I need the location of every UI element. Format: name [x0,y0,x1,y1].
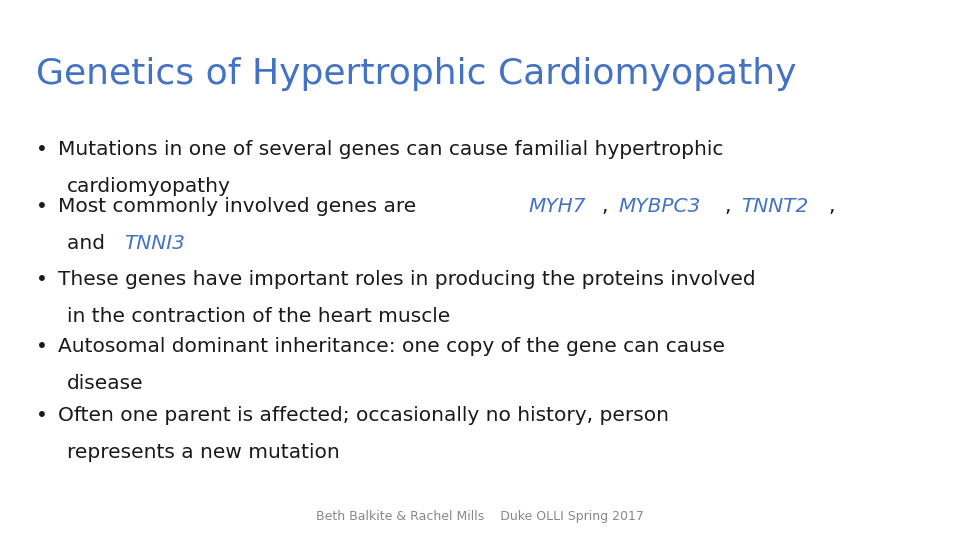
Text: TNNI3: TNNI3 [125,234,185,253]
Text: ,: , [828,197,835,216]
Text: and: and [67,234,111,253]
Text: Mutations in one of several genes can cause familial hypertrophic: Mutations in one of several genes can ca… [58,140,723,159]
Text: •: • [36,406,48,425]
Text: •: • [36,140,48,159]
Text: •: • [36,338,48,356]
Text: MYH7: MYH7 [528,197,586,216]
Text: Autosomal dominant inheritance: one copy of the gene can cause: Autosomal dominant inheritance: one copy… [58,338,725,356]
Text: in the contraction of the heart muscle: in the contraction of the heart muscle [67,307,450,326]
Text: These genes have important roles in producing the proteins involved: These genes have important roles in prod… [58,270,756,289]
Text: ,: , [602,197,615,216]
Text: disease: disease [67,374,144,393]
Text: cardiomyopathy: cardiomyopathy [67,177,231,196]
Text: •: • [36,197,48,216]
Text: TNNT2: TNNT2 [742,197,809,216]
Text: MYBPC3: MYBPC3 [619,197,701,216]
Text: Beth Balkite & Rachel Mills    Duke OLLI Spring 2017: Beth Balkite & Rachel Mills Duke OLLI Sp… [316,510,644,523]
Text: •: • [36,270,48,289]
Text: Most commonly involved genes are: Most commonly involved genes are [58,197,422,216]
Text: Often one parent is affected; occasionally no history, person: Often one parent is affected; occasional… [58,406,668,425]
Text: ,: , [725,197,738,216]
Text: Genetics of Hypertrophic Cardiomyopathy: Genetics of Hypertrophic Cardiomyopathy [36,57,797,91]
Text: represents a new mutation: represents a new mutation [67,443,340,462]
